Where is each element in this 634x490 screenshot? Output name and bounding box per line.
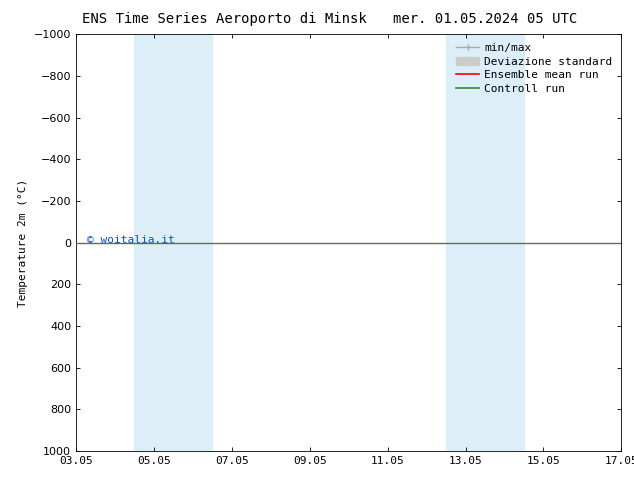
Bar <box>174 34 212 451</box>
Text: mer. 01.05.2024 05 UTC: mer. 01.05.2024 05 UTC <box>393 12 578 26</box>
Bar <box>134 34 174 451</box>
Legend: min/max, Deviazione standard, Ensemble mean run, Controll run: min/max, Deviazione standard, Ensemble m… <box>453 40 616 97</box>
Text: © woitalia.it: © woitalia.it <box>87 236 175 245</box>
Text: ENS Time Series Aeroporto di Minsk: ENS Time Series Aeroporto di Minsk <box>82 12 367 26</box>
Bar <box>485 34 524 451</box>
Bar <box>446 34 485 451</box>
Y-axis label: Temperature 2m (°C): Temperature 2m (°C) <box>18 178 29 307</box>
